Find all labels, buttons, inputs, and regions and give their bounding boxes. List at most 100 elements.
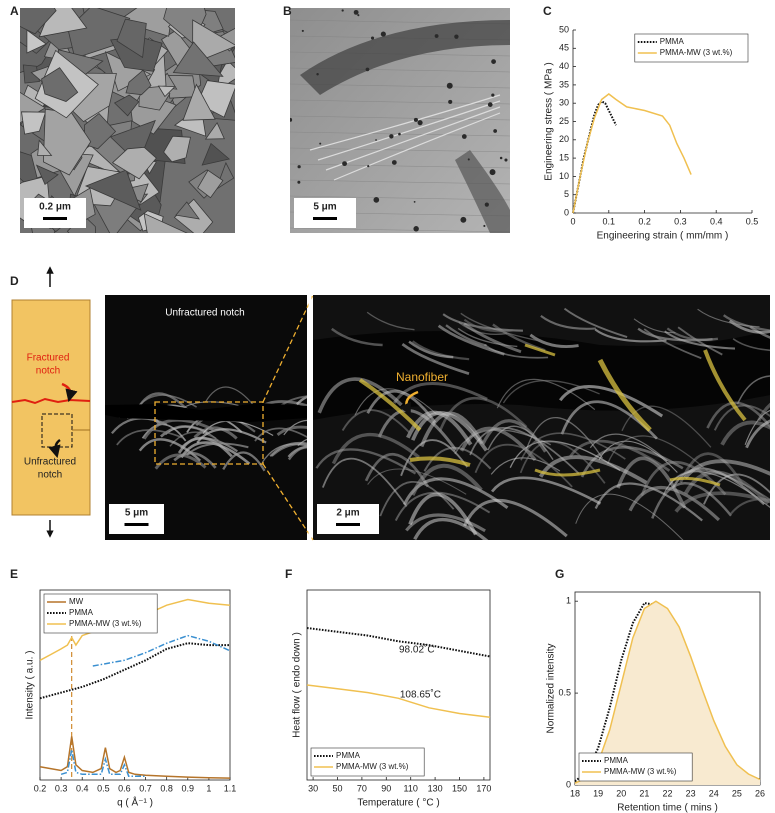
particle xyxy=(434,34,439,38)
y-tick-label: 5 xyxy=(564,189,569,199)
fracture-fiber xyxy=(664,330,736,350)
scale-bar-label: 0.2 μm xyxy=(39,202,71,213)
fracture-fiber xyxy=(408,340,454,359)
legend-label: PMMA xyxy=(660,37,685,46)
fracture-fiber xyxy=(401,343,470,375)
fracture-fiber xyxy=(412,340,470,361)
particle xyxy=(373,197,380,203)
scale-bar xyxy=(124,523,149,526)
fracture-fiber xyxy=(679,452,745,486)
fracture-fiber xyxy=(594,328,667,343)
crystal xyxy=(113,94,140,117)
x-tick-label: 21 xyxy=(639,788,649,798)
y-axis-label: Engineering stress ( MPa ) xyxy=(544,62,555,180)
fracture-fiber xyxy=(406,410,473,446)
line xyxy=(60,749,146,777)
fracture-fiber xyxy=(367,468,467,495)
y-tick-label: 15 xyxy=(559,152,569,162)
fracture-fiber xyxy=(180,437,238,453)
fracture-fiber xyxy=(366,311,415,331)
y-tick-label: 35 xyxy=(559,79,569,89)
legend-label: PMMA-MW (3 wt.%) xyxy=(69,619,142,628)
panel-label: B xyxy=(283,4,292,18)
particle xyxy=(297,165,301,169)
crystal xyxy=(143,212,188,233)
x-tick-label: 0.4 xyxy=(710,216,723,226)
fold xyxy=(309,94,501,151)
y-axis-label: Heat flow ( endo down ) xyxy=(292,632,303,738)
fracture-fiber xyxy=(413,517,489,540)
particle xyxy=(341,9,344,12)
particle xyxy=(448,99,453,104)
x-tick-label: 0.5 xyxy=(746,216,759,226)
fracture-fiber xyxy=(538,455,648,485)
fracture-fiber xyxy=(483,344,549,359)
nanofiber xyxy=(409,456,471,467)
x-tick-label: 130 xyxy=(428,783,443,793)
fracture-fiber xyxy=(749,325,770,339)
particle xyxy=(380,31,386,37)
crystal xyxy=(41,67,79,102)
fracture-fiber xyxy=(502,379,600,404)
fracture-fiber xyxy=(331,432,420,465)
particle xyxy=(493,129,498,133)
x-axis-label: q ( Å⁻¹ ) xyxy=(117,796,153,809)
nanofiber xyxy=(534,468,601,477)
fracture-fiber xyxy=(159,425,208,438)
zoom-line xyxy=(262,463,314,541)
line xyxy=(306,684,491,719)
x-tick-label: 0.2 xyxy=(34,783,47,793)
scale-bar-label: 5 μm xyxy=(125,508,148,519)
fracture-fiber xyxy=(575,493,684,540)
fracture-fiber xyxy=(529,333,579,349)
scratch xyxy=(290,227,510,233)
x-tick-label: 20 xyxy=(616,788,626,798)
y-tick-label: 0 xyxy=(564,207,569,217)
zoom-box xyxy=(154,401,264,465)
schematic-label: Unfractured xyxy=(24,457,76,468)
fracture-fiber xyxy=(490,476,602,505)
annotation: 108.65˚C xyxy=(400,689,441,701)
y-tick-label: 20 xyxy=(559,134,569,144)
particle xyxy=(454,34,459,39)
fracture-fiber xyxy=(580,446,684,478)
scratch xyxy=(290,147,510,153)
crystal xyxy=(111,146,157,180)
fracture-fiber xyxy=(276,425,307,436)
fracture-fiber xyxy=(697,308,760,328)
crystal xyxy=(83,112,117,150)
fracture-fiber xyxy=(445,324,487,347)
line xyxy=(572,93,692,214)
scale-bar xyxy=(336,523,360,526)
y-tick-label: 40 xyxy=(559,61,569,71)
scale-bar xyxy=(313,217,337,220)
y-tick-label: 1 xyxy=(566,596,571,606)
crystal xyxy=(116,18,147,59)
fracture-fiber xyxy=(254,427,307,442)
plot-frame xyxy=(39,589,231,781)
nanofiber-arrow xyxy=(399,390,419,416)
x-tick-label: 50 xyxy=(332,783,342,793)
zoom-line xyxy=(262,294,314,403)
nanofiber xyxy=(669,476,721,487)
panel-label: G xyxy=(555,567,564,581)
x-tick-label: 170 xyxy=(476,783,491,793)
fold xyxy=(325,106,501,171)
fracture-fiber xyxy=(621,405,712,448)
fracture-fiber xyxy=(205,386,258,411)
notch-arrow xyxy=(48,438,61,459)
x-tick-label: 0.6 xyxy=(118,783,131,793)
fracture-fiber xyxy=(628,486,721,522)
fracture-fiber xyxy=(463,318,513,333)
particle xyxy=(467,158,470,161)
schematic-label: Fractured xyxy=(27,353,70,364)
x-tick-label: 0.3 xyxy=(55,783,68,793)
fracture-fiber xyxy=(394,491,491,522)
fracture-fiber xyxy=(651,482,733,519)
line xyxy=(574,600,761,784)
particle xyxy=(489,169,496,176)
fracture-fiber xyxy=(141,423,187,442)
legend xyxy=(634,33,749,63)
x-tick-label: 30 xyxy=(308,783,318,793)
legend-label: PMMA-MW (3 wt.%) xyxy=(660,48,733,57)
